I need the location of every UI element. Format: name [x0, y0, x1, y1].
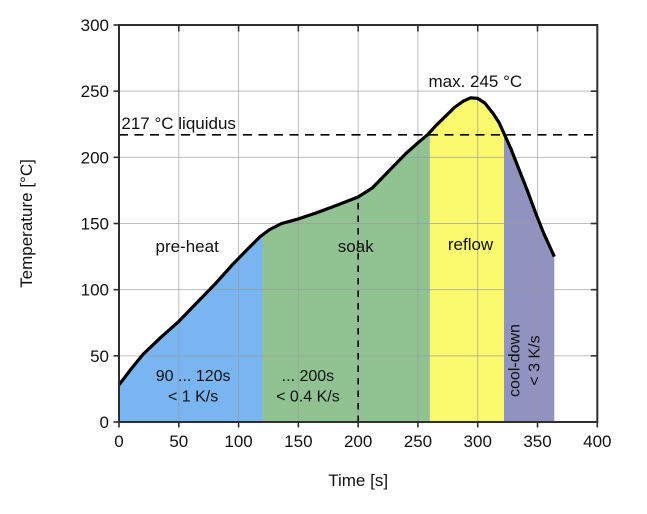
- cool-down-rate-label: cool-down < 3 K/s: [506, 324, 543, 397]
- soak-rate-label-line2: < 0.4 K/s: [276, 388, 340, 405]
- x-tick-label: 300: [464, 432, 492, 451]
- peak-max-annotation: max. 245 °C: [428, 72, 522, 91]
- y-tick-label: 100: [81, 281, 109, 300]
- region-pre-heat-label: pre-heat: [155, 237, 219, 256]
- x-tick-label: 100: [224, 432, 252, 451]
- region-soak-fill: [262, 132, 430, 422]
- x-axis-label: Time [s]: [328, 471, 388, 490]
- y-tick-label: 50: [90, 347, 109, 366]
- region-cool-down-fill: [504, 133, 555, 422]
- y-tick-label: 250: [81, 82, 109, 101]
- x-tick-label: 400: [583, 432, 611, 451]
- y-axis-label: Temperature [°C]: [17, 159, 36, 288]
- region-reflow-label: reflow: [448, 235, 494, 254]
- y-tick-label: 0: [100, 413, 109, 432]
- x-tick-label: 50: [169, 432, 188, 451]
- x-tick-label: 350: [523, 432, 551, 451]
- x-tick-label: 250: [404, 432, 432, 451]
- y-tick-label: 150: [81, 215, 109, 234]
- region-soak-label: soak: [338, 237, 374, 256]
- y-tick-label: 300: [81, 16, 109, 35]
- pre-heat-rate-label-line1: 90 ... 120s: [156, 368, 231, 385]
- y-tick-label: 200: [81, 148, 109, 167]
- liquidus-label: 217 °C liquidus: [121, 114, 236, 133]
- x-tick-label: 0: [114, 432, 123, 451]
- x-tick-label: 150: [284, 432, 312, 451]
- region-reflow-fill: [429, 97, 504, 423]
- x-tick-label: 200: [344, 432, 372, 451]
- soak-rate-label-line1: ... 200s: [282, 368, 334, 385]
- pre-heat-rate-label-line2: < 1 K/s: [168, 388, 218, 405]
- temperature-curve: [117, 96, 556, 386]
- region-pre-heat-fill: [119, 234, 263, 422]
